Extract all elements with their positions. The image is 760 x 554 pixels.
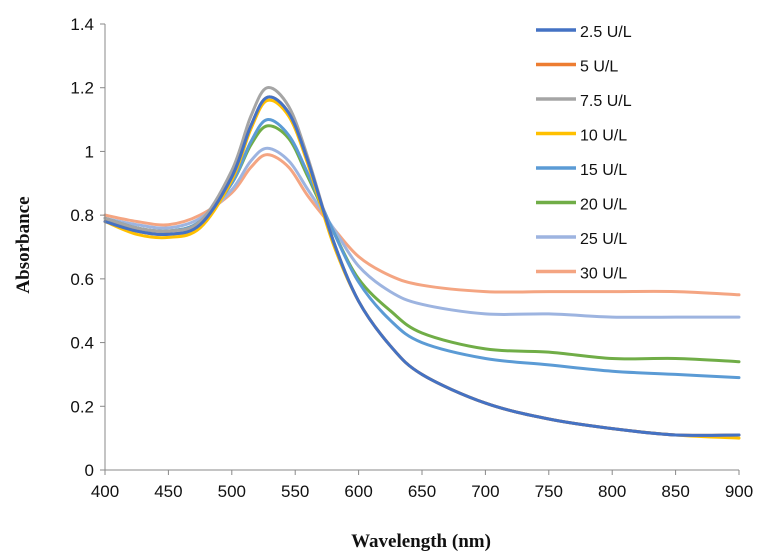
- x-tick-label: 400: [91, 482, 119, 501]
- series-lines: [103, 86, 741, 440]
- x-tick-label: 800: [598, 482, 626, 501]
- x-tick-label: 550: [281, 482, 309, 501]
- series-line-4: [103, 118, 741, 380]
- x-tick-labels: 400 450 500 550 600 650 700 750 800 850 900: [91, 470, 753, 501]
- series-line-1: [103, 95, 741, 437]
- x-tick-label: 900: [725, 482, 753, 501]
- x-tick-label: 850: [661, 482, 689, 501]
- legend-label: 15 U/L: [580, 162, 627, 179]
- y-tick-labels: 0 0.2 0.4 0.6 0.8 1 1.2 1.4: [70, 15, 105, 480]
- y-tick-label: 1.2: [70, 79, 94, 98]
- y-tick-label: 1.4: [70, 15, 94, 34]
- y-tick-label: 0.4: [70, 334, 94, 353]
- legend-label: 7.5 U/L: [580, 93, 632, 110]
- x-tick-label: 500: [218, 482, 246, 501]
- y-axis-title: Absorbance: [13, 196, 34, 293]
- legend-label: 25 U/L: [580, 231, 627, 248]
- x-tick-label: 450: [154, 482, 182, 501]
- legend-label: 2.5 U/L: [580, 24, 632, 41]
- series-line-5: [103, 124, 741, 364]
- series-line-3: [103, 98, 741, 440]
- legend-label: 30 U/L: [580, 266, 627, 283]
- y-tick-label: 0.6: [70, 270, 94, 289]
- x-tick-label: 650: [408, 482, 436, 501]
- legend-label: 10 U/L: [580, 128, 627, 145]
- series-line-0: [103, 95, 741, 437]
- x-tick-label: 600: [344, 482, 372, 501]
- legend-label: 20 U/L: [580, 197, 627, 214]
- legend: 2.5 U/L 5 U/L 7.5 U/L 10 U/L 15 U/L 20 U/L 25 …: [536, 24, 632, 283]
- y-tick-label: 0.2: [70, 397, 94, 416]
- x-tick-label: 700: [471, 482, 499, 501]
- series-line-7: [103, 153, 741, 297]
- legend-label: 5 U/L: [580, 59, 618, 76]
- y-tick-label: 0.8: [70, 206, 94, 225]
- x-axis-title: Wavelength (nm): [351, 531, 491, 552]
- y-tick-label: 1: [85, 142, 94, 161]
- series-line-2: [103, 86, 741, 437]
- x-tick-label: 750: [535, 482, 563, 501]
- y-tick-label: 0: [85, 461, 94, 480]
